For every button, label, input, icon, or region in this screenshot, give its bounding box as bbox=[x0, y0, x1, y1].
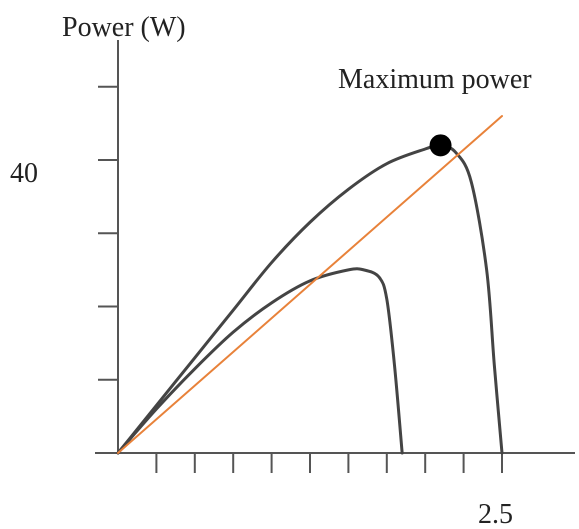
series-line-1 bbox=[116, 267, 404, 455]
maximum-power-label: Maximum power bbox=[338, 64, 532, 95]
series-line-0 bbox=[116, 143, 504, 455]
series-layer bbox=[116, 115, 504, 455]
x-ticks bbox=[155, 453, 503, 473]
y-axis-label: Power (W) bbox=[62, 12, 186, 43]
y-ticks bbox=[98, 85, 118, 381]
maximum-power-point-0 bbox=[429, 134, 452, 157]
y-tick-label-40: 40 bbox=[10, 158, 38, 189]
axes bbox=[95, 40, 575, 454]
marker-layer bbox=[429, 134, 452, 157]
series-line-2 bbox=[117, 115, 503, 454]
x-tick-label-2-5: 2.5 bbox=[478, 499, 513, 529]
